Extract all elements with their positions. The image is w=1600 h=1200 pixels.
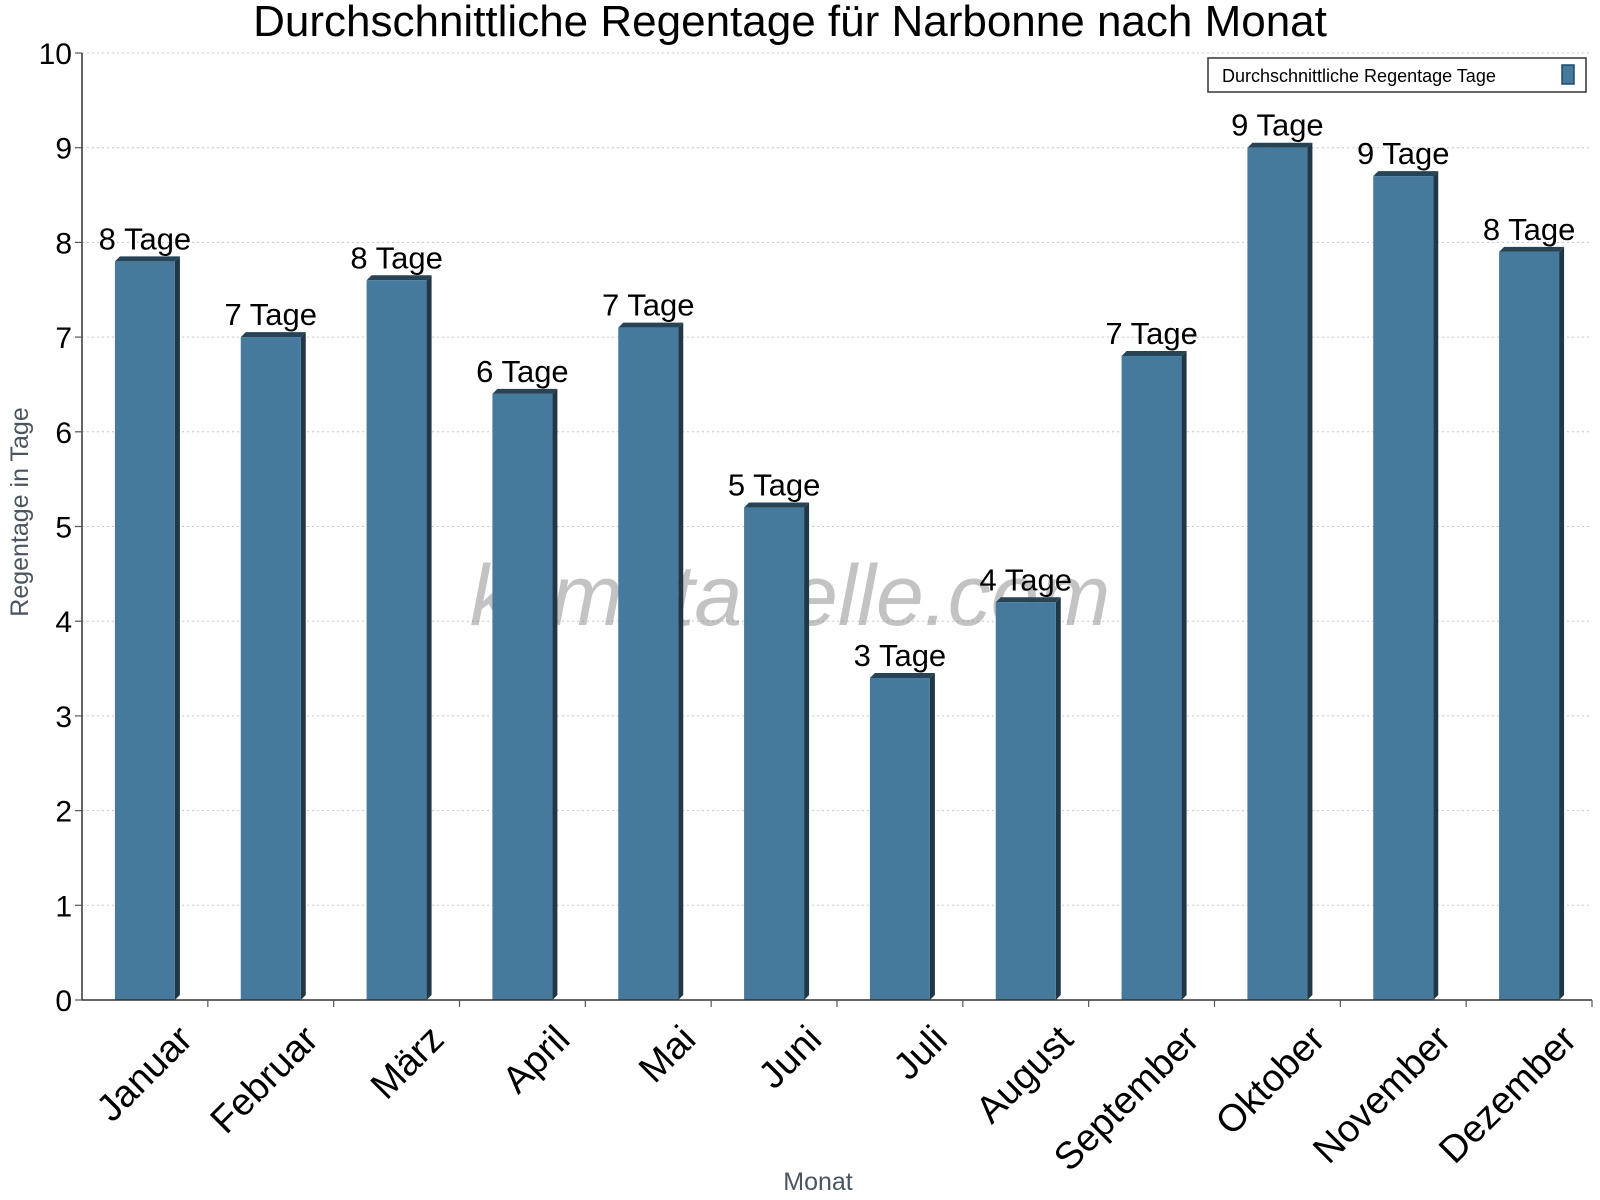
bar-side [1307,142,1313,1000]
x-tick-label: Februar [203,1018,327,1142]
x-tick-label: April [495,1018,578,1101]
bar [1499,251,1560,1000]
bar-side [804,502,810,1000]
bar [366,280,427,1000]
bar-top [995,597,1061,603]
bar-top [240,332,306,338]
x-tick-label: März [363,1018,452,1107]
gridlines [82,52,1592,906]
bar-top [1247,142,1313,148]
x-axis-ticks: Januar Februar März April Mai Juni Juli AugustS… [89,1000,1593,1179]
bar-side [678,322,684,1000]
bar-side [552,388,558,1000]
data-label: 7 Tage [1105,316,1198,351]
data-label: 8 Tage [99,221,192,256]
y-tick-label: 3 [55,701,72,734]
bar-top [1373,171,1439,177]
bar-side [174,256,180,1001]
data-label: 3 Tage [854,638,947,673]
x-tick-label: Juni [751,1018,830,1097]
data-label: 7 Tage [602,288,695,323]
y-axis-ticks: 0 1 2 3 4 5 6 7 8 9 10 [39,38,82,1018]
data-label: 8 Tage [350,240,443,275]
bar-side [426,275,432,1000]
y-axis-title: Regentage in Tage [6,407,34,616]
y-tick-label: 0 [55,985,72,1018]
y-tick-label: 8 [55,227,72,260]
legend-label: Durchschnittliche Regentage Tage [1222,66,1496,86]
bar [1121,356,1182,1000]
bar [618,327,679,1000]
bar [744,507,805,1000]
x-tick-label: November [1305,1018,1459,1172]
data-labels: 8 Tage 7 Tage 8 Tage 6 Tage 7 Tage 5 Tage 3 Ta… [99,108,1576,673]
y-tick-label: 10 [39,38,72,71]
bar-top [618,322,684,328]
x-tick-label: Januar [89,1018,201,1130]
bar-side [929,673,935,1000]
chart-title: Durchschnittliche Regentage für Narbonne… [253,0,1327,46]
bar [240,337,301,1001]
y-tick-label: 2 [55,796,72,829]
y-tick-label: 1 [55,890,72,923]
y-tick-label: 9 [55,133,72,166]
x-tick-label: Oktober [1208,1018,1334,1144]
bar-top [1121,351,1187,357]
bar-side [1055,597,1061,1000]
bar-side [1433,171,1439,1001]
legend-box [1207,57,1587,93]
bars [114,142,1565,1001]
bar [492,393,553,1000]
legend: Durchschnittliche Regentage Tage [1207,57,1587,93]
x-tick-label: Dezember [1431,1018,1585,1172]
legend-swatch [1561,64,1575,85]
data-label: 6 Tage [476,354,569,389]
bar-side [1559,246,1565,1000]
data-label: 5 Tage [728,468,821,503]
bar-side [1181,351,1187,1000]
data-label: 7 Tage [224,297,317,332]
bar [1373,176,1434,1001]
bar [114,261,175,1001]
y-tick-label: 6 [55,417,72,450]
bar-top [366,275,432,281]
bar-side [300,332,306,1001]
y-tick-label: 5 [55,512,72,545]
data-label: 9 Tage [1231,108,1324,143]
bar [869,678,930,1000]
y-tick-label: 4 [55,606,72,639]
y-tick-label: 7 [55,322,72,355]
x-axis-title: Monat [783,1168,853,1196]
bar [995,602,1056,1000]
bar-top [492,388,558,394]
data-label: 8 Tage [1483,212,1576,247]
bar-top [869,673,935,679]
bar [1247,147,1308,1000]
data-label: 9 Tage [1357,136,1450,171]
bar-top [114,256,180,262]
data-label: 4 Tage [979,562,1072,597]
bar-top [744,502,810,508]
x-tick-label: Mai [631,1018,704,1091]
x-tick-label: August [968,1018,1082,1132]
bar-top [1499,246,1565,252]
x-tick-label: Juli [886,1018,956,1088]
